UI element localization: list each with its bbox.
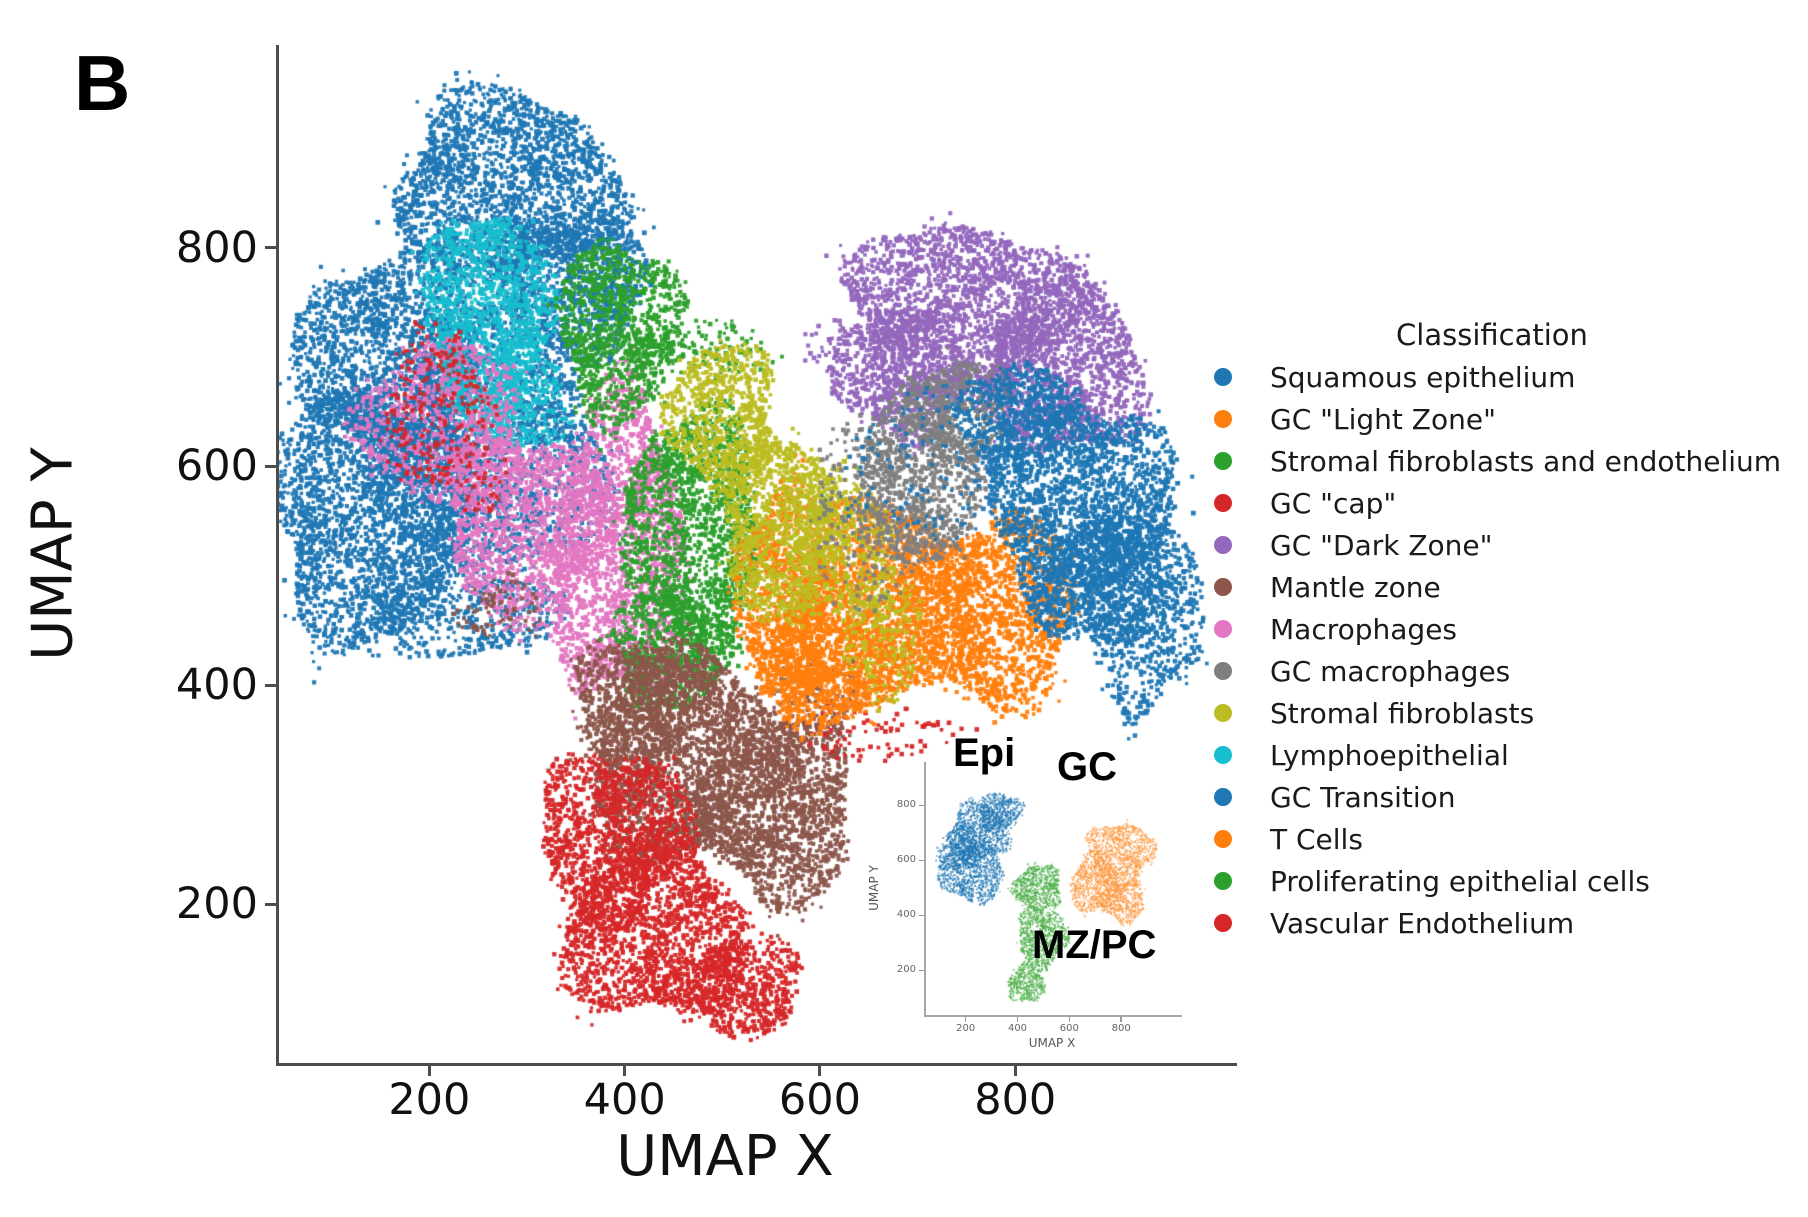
x-tick-mark <box>427 1066 431 1076</box>
inset-x-tick-label: 200 <box>956 1023 976 1034</box>
inset-annotation-mzpc: MZ/PC <box>1032 923 1157 967</box>
x-tick-mark <box>818 1066 822 1076</box>
y-tick-mark <box>265 464 276 468</box>
x-tick-label: 200 <box>388 1075 471 1125</box>
legend-item: GC "cap" <box>1200 482 1784 524</box>
legend-item-label: Stromal fibroblasts and endothelium <box>1270 444 1782 478</box>
legend-item: GC macrophages <box>1200 650 1784 692</box>
legend-item-label: GC "Dark Zone" <box>1270 528 1493 562</box>
legend-item: Mantle zone <box>1200 566 1784 608</box>
legend-item: Proliferating epithelial cells <box>1200 860 1784 902</box>
inset-y-axis-spine <box>924 762 926 1017</box>
y-tick-label: 200 <box>175 879 258 930</box>
inset-x-axis-spine <box>924 1015 1182 1017</box>
x-axis-label: UMAP X <box>616 1124 834 1189</box>
inset-x-tick-label: 800 <box>1111 1023 1131 1034</box>
legend-swatch-dot <box>1214 662 1232 680</box>
legend-item: T Cells <box>1200 818 1784 860</box>
legend-item: Stromal fibroblasts and endothelium <box>1200 440 1784 482</box>
legend-swatch-dot <box>1214 452 1232 470</box>
inset-y-tick-mark <box>919 804 924 807</box>
inset-x-axis-label: UMAP X <box>1028 1036 1076 1050</box>
inset-y-tick-label: 600 <box>896 854 916 866</box>
inset-annotation-gc: GC <box>1057 745 1117 789</box>
inset-umap-canvas <box>925 762 1180 1015</box>
legend-item: GC Transition <box>1200 776 1784 818</box>
x-tick-label: 400 <box>583 1075 666 1125</box>
legend-swatch-dot <box>1214 872 1232 890</box>
inset-x-tick-label: 600 <box>1059 1023 1079 1034</box>
x-tick-label: 800 <box>974 1075 1057 1125</box>
x-axis-spine <box>276 1063 1237 1066</box>
inset-y-tick-mark <box>919 859 924 862</box>
inset-x-tick-label: 400 <box>1007 1023 1028 1034</box>
legend-title: Classification <box>1396 318 1588 352</box>
y-tick-label: 600 <box>175 441 258 492</box>
panel-letter: B <box>74 39 131 127</box>
legend-item: Vascular Endothelium <box>1200 902 1784 944</box>
legend-swatch-dot <box>1214 704 1232 722</box>
legend-swatch-dot <box>1214 578 1232 596</box>
legend-item: GC "Dark Zone" <box>1200 524 1784 566</box>
y-tick-mark <box>265 683 276 687</box>
legend-swatch-dot <box>1214 536 1232 554</box>
y-tick-mark <box>265 902 276 906</box>
legend-item-label: T Cells <box>1270 822 1363 856</box>
inset-x-tick-mark <box>1016 1017 1019 1022</box>
inset-y-tick-label: 200 <box>896 964 916 976</box>
legend-swatch-dot <box>1214 788 1232 806</box>
inset-y-tick-mark <box>919 969 924 972</box>
legend-swatch-dot <box>1214 746 1232 764</box>
legend-item-label: Lymphoepithelial <box>1270 738 1509 772</box>
legend-swatch-dot <box>1214 914 1232 932</box>
legend-item-label: GC macrophages <box>1270 654 1511 688</box>
legend-item-label: GC Transition <box>1270 780 1456 814</box>
legend-item-label: Stromal fibroblasts <box>1270 696 1535 730</box>
legend-item-label: Squamous epithelium <box>1270 360 1576 394</box>
inset-x-tick-mark <box>964 1017 967 1022</box>
y-axis-spine <box>276 45 279 1066</box>
legend-item-label: GC "cap" <box>1270 486 1397 520</box>
legend-item: Macrophages <box>1200 608 1784 650</box>
legend-item-label: Mantle zone <box>1270 570 1441 604</box>
legend-item: Stromal fibroblasts <box>1200 692 1784 734</box>
legend-item: Squamous epithelium <box>1200 356 1784 398</box>
legend-items: Squamous epithelium GC "Light Zone" Stroma… <box>1200 356 1784 944</box>
inset-y-tick-label: 800 <box>896 799 916 811</box>
legend-item-label: Vascular Endothelium <box>1270 906 1575 940</box>
legend-swatch-dot <box>1214 410 1232 428</box>
y-tick-label: 800 <box>175 222 258 273</box>
y-tick-mark <box>265 246 276 249</box>
legend-item-label: Proliferating epithelial cells <box>1270 864 1650 898</box>
legend-swatch-dot <box>1214 494 1232 512</box>
legend-swatch-dot <box>1214 830 1232 848</box>
legend-item-label: Macrophages <box>1270 612 1458 646</box>
legend-item-label: GC "Light Zone" <box>1270 402 1496 436</box>
legend: Classification Squamous epithelium GC "Li… <box>1200 318 1784 944</box>
legend-swatch-dot <box>1214 620 1232 638</box>
inset-x-tick-mark <box>1068 1017 1071 1022</box>
inset-annotation-epi: Epi <box>953 731 1016 775</box>
legend-swatch-dot <box>1214 368 1232 386</box>
y-tick-label: 400 <box>175 660 258 711</box>
x-tick-mark <box>1013 1066 1017 1076</box>
x-tick-mark <box>623 1066 627 1076</box>
inset-y-tick-label: 400 <box>896 909 916 921</box>
x-tick-label: 600 <box>778 1075 861 1125</box>
legend-item: GC "Light Zone" <box>1200 398 1784 440</box>
legend-item: Lymphoepithelial <box>1200 734 1784 776</box>
inset-x-tick-mark <box>1120 1017 1122 1022</box>
inset-y-tick-mark <box>919 914 924 917</box>
